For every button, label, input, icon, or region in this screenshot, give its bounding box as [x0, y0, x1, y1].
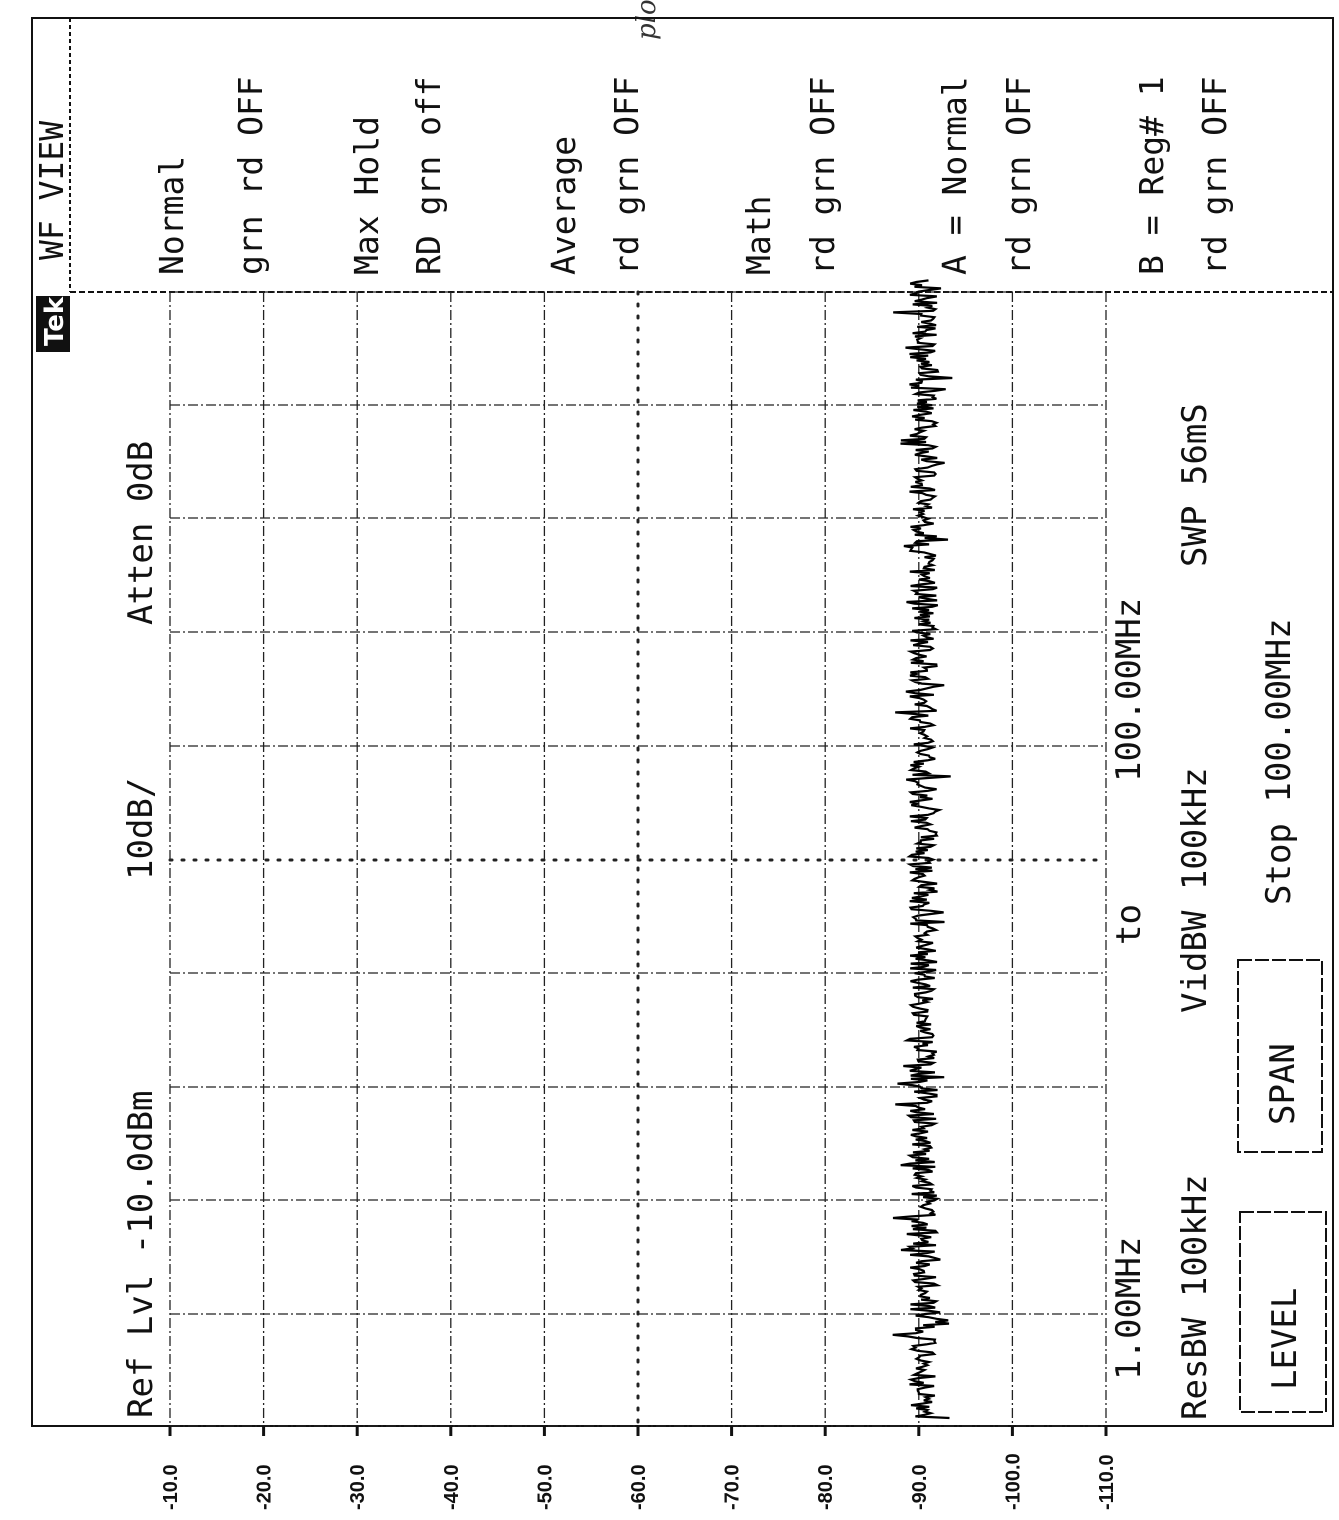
scale-readout: 10dB/: [121, 778, 161, 880]
stop-freq-readout: Stop 100.00MHz: [1259, 618, 1299, 905]
tek-logo-text: Tek: [40, 296, 70, 346]
y-tick-label: -30.0: [347, 1464, 369, 1510]
graticule: [168, 290, 1108, 1428]
ref-level-readout: Ref Lvl -10.0dBm: [121, 1090, 161, 1418]
y-tick-label: -20.0: [254, 1464, 276, 1510]
menu-item-max-hold[interactable]: Max Hold RD grn off: [347, 76, 448, 275]
vid-bw-readout: VidBW 100kHz: [1175, 767, 1215, 1013]
y-tick-label: -10.0: [160, 1464, 182, 1510]
end-freq-readout: 100.00MHz: [1109, 598, 1149, 782]
tek-logo: Tek: [36, 296, 70, 352]
menu-item-normal[interactable]: Normal grn rd OFF: [152, 76, 270, 275]
handwritten-note: plot 7.7.2: [632, 0, 662, 40]
y-tick-label: -100.0: [1002, 1453, 1024, 1510]
menu-item-b-reg[interactable]: B = Reg# 1 rd grn OFF: [1132, 76, 1234, 275]
sweep-readout: SWP 56mS: [1175, 403, 1215, 567]
menu-item-state: rd grn OFF: [999, 76, 1038, 275]
menu-item-label: Average: [544, 136, 583, 275]
menu-item-label: Normal: [152, 156, 191, 275]
y-tick-label: -40.0: [441, 1464, 463, 1510]
menu-panel: WF VIEW Normal grn rd OFF Max Hold RD gr…: [32, 76, 1234, 275]
start-freq-readout: 1.00MHz: [1109, 1237, 1149, 1380]
menu-item-a-normal[interactable]: A = Normal rd grn OFF: [935, 76, 1038, 275]
y-tick-label: -80.0: [815, 1464, 837, 1510]
atten-readout: Atten 0dB: [121, 441, 161, 625]
y-axis-ticks: -10.0 -20.0 -30.0 -40.0 -50.0 -60.0 -70.0 -80.0…: [160, 1426, 1118, 1510]
level-button-label: LEVEL: [1265, 1288, 1305, 1390]
y-tick-label: -50.0: [534, 1464, 556, 1510]
menu-item-state: rd grn OFF: [803, 76, 842, 275]
to-readout: to: [1109, 904, 1149, 945]
menu-item-label: Max Hold: [347, 116, 386, 275]
menu-item-math[interactable]: Math rd grn OFF: [739, 76, 842, 275]
y-tick-label: -110.0: [1096, 1454, 1118, 1510]
menu-item-label: A = Normal: [935, 76, 974, 275]
menu-title: WF VIEW: [32, 121, 71, 260]
settings-readout: Ref Lvl -10.0dBm 10dB/ Atten 0dB 1.00MHz…: [121, 403, 1299, 1420]
span-button-frame: [1237, 959, 1323, 1153]
y-tick-label: -60.0: [628, 1464, 650, 1510]
level-button[interactable]: LEVEL: [1239, 1211, 1327, 1413]
span-button-label: SPAN: [1263, 1043, 1303, 1125]
menu-item-label: Math: [739, 196, 778, 275]
spectrum-trace: [892, 279, 953, 1420]
menu-item-state: grn rd OFF: [231, 76, 270, 275]
level-button-frame: [1239, 1211, 1327, 1413]
res-bw-readout: ResBW 100kHz: [1175, 1174, 1215, 1420]
menu-item-label: B = Reg# 1: [1132, 76, 1171, 275]
menu-item-state: rd grn OFF: [1195, 76, 1234, 275]
y-tick-label: -70.0: [722, 1464, 744, 1510]
menu-item-average[interactable]: Average rd grn OFF: [544, 76, 646, 275]
y-tick-label: -90.0: [909, 1464, 931, 1510]
menu-item-state: rd grn OFF: [607, 76, 646, 275]
span-button[interactable]: SPAN: [1237, 959, 1323, 1153]
menu-item-state: RD grn off: [409, 76, 448, 275]
